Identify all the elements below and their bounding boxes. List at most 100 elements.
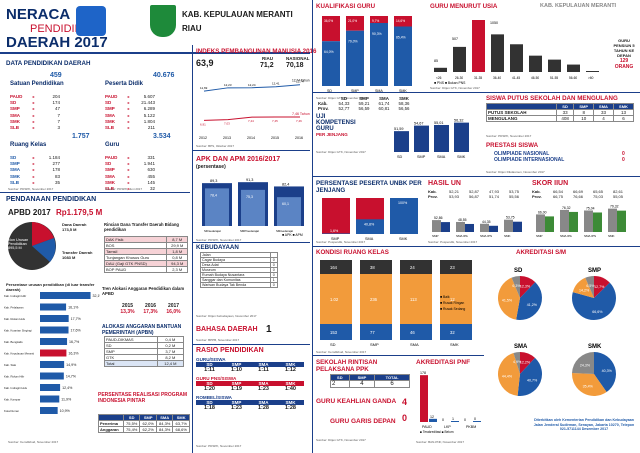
rasio-head-cell: SMP	[231, 400, 242, 405]
apm-bar	[277, 197, 301, 226]
ukg-value: 55,01	[434, 121, 444, 125]
pip-table: SD SMP SMA SMK Penerima 75,5% 62,0% 84,3% 63,7% A…	[98, 414, 190, 433]
stat-row: SLB ► 32	[105, 186, 195, 192]
kual-s1-bar	[370, 23, 388, 86]
guru-total: 3.534	[153, 133, 171, 140]
usia-label: 31-35	[474, 76, 482, 80]
ipm-riau-value: 71,2	[260, 62, 274, 69]
usia-label: <26	[436, 76, 442, 80]
pct-region-label: Kab. Kampar	[4, 398, 20, 402]
kual-category: SMK	[399, 89, 407, 93]
table-cell: Total	[104, 360, 158, 367]
arrow-icon: ►	[127, 101, 131, 106]
pct-value: 14,7%	[66, 375, 77, 379]
akr-slice	[572, 352, 594, 374]
pnf-category: PAUD	[422, 425, 432, 429]
usia-legend: ■ PNS ■ Bukan PNS	[434, 81, 466, 84]
akr-value: 41,2%	[527, 303, 538, 307]
score-value: 79,32	[610, 205, 619, 209]
unbk-bar	[390, 198, 418, 234]
ipm-riau-label: RIAU	[262, 56, 273, 61]
apm-value: 60,1	[282, 202, 289, 206]
kondisi-legend: ■ Baik	[440, 295, 450, 299]
kondisi-seg	[440, 260, 472, 274]
pct-value: 16,7%	[69, 340, 80, 344]
apk-value: 82,4	[282, 182, 289, 186]
rasio-value: 1:28	[257, 405, 269, 411]
table-cell: 0	[269, 282, 279, 288]
pie-transfer-text: Transfer Daerah	[62, 250, 93, 255]
ukg-cell: 56,59	[358, 106, 370, 111]
src-usia: Sumber: Ditjen GTK, November 2017	[430, 86, 480, 90]
rasio-head-cell: SMA	[258, 362, 269, 367]
table-row: BOP PAUD 2,3 M	[103, 266, 188, 273]
pct-region-label: Kab. Bengkalis	[4, 340, 23, 344]
pct-bar	[40, 303, 67, 311]
table-cell: 10	[573, 115, 595, 122]
ukg-category: SD	[397, 155, 403, 159]
score-bar-2017	[465, 223, 474, 232]
kondisi-seg	[400, 274, 432, 324]
ukg-head-cell: SMP	[359, 96, 369, 101]
ukg-bar	[434, 124, 449, 152]
score-cell: 47,93	[488, 189, 499, 194]
akr-value: 6,5%	[586, 284, 595, 288]
ukg-value: 51,59	[394, 127, 404, 131]
unbk-chart: 1,6% SMP 40,8% SMA 100% SMK	[322, 198, 418, 241]
rls-label: 7,46	[296, 119, 302, 123]
akr-value: 41,5%	[502, 298, 513, 302]
prestasi-label: OLIMPIADE INTERNASIONAL	[494, 157, 565, 163]
tren-year: 2016	[144, 303, 157, 309]
stat-row: SMP ► 6.289	[105, 106, 195, 112]
stat-label: PAUD	[105, 94, 118, 99]
rintisan-title: SEKOLAH RINTISAN PELAKSANA PPK	[316, 359, 378, 373]
region-tag: KAB. KEPULAUAN MERANTI	[540, 3, 617, 9]
pnf-legend: ■ Terakreditasi ■ Belum	[420, 430, 454, 434]
usia-bar	[491, 34, 504, 72]
pnf-ter-value: 1	[452, 417, 454, 421]
src-ukg: Sumber: Ditjen GTK, November 2017	[316, 150, 366, 154]
kondisi-value: 164	[330, 265, 338, 270]
pct-title: Persentase urusan pendidikan (di luar tr…	[6, 282, 95, 292]
stat-row: PAUD ► 331	[105, 155, 195, 161]
satuan-block: Satuan Pendidikan 459 PAUD ► 204 SD ► 174 SMP ►…	[10, 72, 100, 131]
pct-bar	[40, 395, 60, 403]
kual-s1-value: 85,4%	[396, 36, 406, 40]
iiun-rows: Kab. 66,54 66,69 65,65 82,61 Prov. 66,75 76,66 7…	[532, 189, 636, 199]
stat-row: SMK ► 83	[10, 174, 100, 180]
akr-slice	[516, 282, 542, 320]
rls-line	[203, 116, 301, 121]
usia-bar	[567, 64, 580, 72]
table-cell: 4	[348, 380, 376, 388]
src-data1: Sumber: PDSPK, November 2017	[8, 187, 54, 191]
usia-label: 26-30	[455, 76, 463, 80]
ukg-value: 56,32	[454, 119, 464, 123]
peserta-block: Peserta Didik 40.676 PAUD ► 5.607 SD ► 21.443…	[105, 72, 195, 131]
akr-value: 12,3%	[520, 285, 531, 289]
akr-value: 12,2%	[520, 361, 531, 365]
unbk-value: 100%	[398, 201, 408, 205]
score-cell: Prov.	[428, 194, 438, 199]
akr-name: SMP	[588, 268, 601, 274]
pct-value: 16,3%	[68, 352, 79, 356]
ukg-category: SMA	[437, 155, 446, 159]
unbk-category: SMP	[331, 237, 340, 241]
usia-bar	[510, 44, 523, 72]
title-line1: NERACA	[6, 6, 71, 23]
hls-label: 11,69	[200, 86, 208, 90]
prestasi-value: 0	[622, 157, 625, 163]
unbk-bar	[322, 233, 350, 234]
ukg-chart: 51,59 SD 54,67 SMP 55,01 SMA 56,32 SMK	[394, 119, 469, 159]
unbk-value: 40,8%	[364, 222, 375, 226]
akr-slice	[572, 373, 607, 396]
ukg-bar	[454, 122, 469, 152]
kebudayaan-title: KEBUDAYAAN	[196, 244, 239, 251]
kual-below-bar	[346, 16, 364, 31]
pnf-ter-value: 12	[430, 415, 434, 419]
kual-below-value: 21,0%	[348, 19, 357, 23]
rasio-value: 1:40	[284, 386, 296, 392]
apk-value: 91,3	[246, 178, 253, 182]
pnf-ter-bar	[451, 421, 459, 422]
kondisi-chart: 164 1.02 153 SD 38 236 77 SMP 24 113 46 SMA 23 12 32 SM…	[320, 260, 472, 347]
apm-value: 75,3	[246, 195, 253, 199]
